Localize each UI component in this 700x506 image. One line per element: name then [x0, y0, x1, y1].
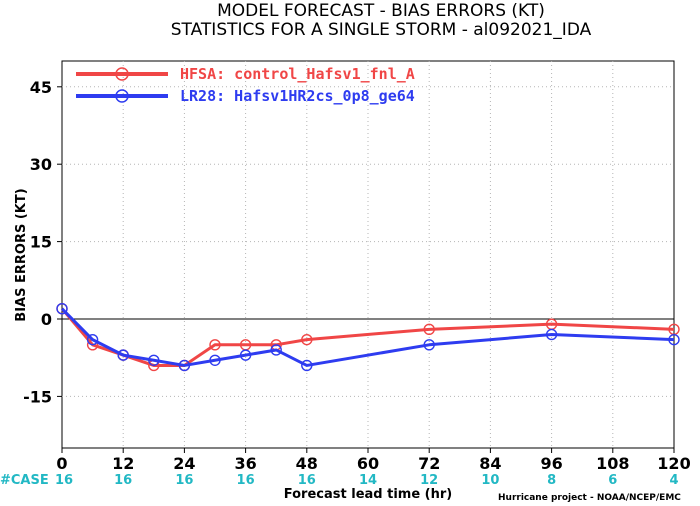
x-tick-label: 36	[234, 454, 256, 473]
y-tick-label: 45	[30, 78, 52, 97]
series-1	[56, 302, 680, 372]
data-point	[270, 344, 282, 356]
data-point	[301, 333, 313, 346]
y-tick-label: -15	[23, 387, 52, 406]
chart-title-line1: MODEL FORECAST - BIAS ERRORS (KT)	[217, 1, 545, 21]
y-tick-label: 30	[30, 155, 52, 174]
data-point	[209, 339, 221, 351]
y-tick-label: 0	[41, 310, 52, 329]
data-point	[117, 349, 129, 361]
x-tick-label: 48	[296, 454, 318, 473]
x-tick-label: 12	[112, 454, 134, 473]
credit-text: Hurricane project - NOAA/NCEP/EMC	[498, 493, 681, 503]
data-point	[178, 359, 191, 372]
case-count: 8	[547, 473, 556, 488]
y-tick-label: 15	[30, 233, 52, 252]
case-count: 16	[175, 473, 193, 488]
data-point	[668, 333, 680, 346]
x-tick-label: 0	[56, 454, 67, 473]
legend-marker	[115, 89, 129, 103]
case-count: 16	[55, 473, 73, 488]
series-layer	[56, 302, 680, 372]
x-tick-label: 108	[596, 454, 629, 473]
data-point	[86, 333, 99, 346]
case-label: #CASE	[0, 473, 49, 488]
data-point	[209, 354, 221, 366]
x-tick-label: 84	[479, 454, 501, 473]
data-point	[301, 359, 313, 372]
x-tick-labels: 0 12 24 36 48 60 72 84 96 108 120	[56, 448, 691, 473]
series-line	[60, 307, 675, 367]
case-count: 4	[669, 473, 678, 488]
case-count-row: #CASE 16 16 16 16 16 14 12 10 8 6 4	[0, 473, 679, 488]
case-count: 10	[481, 473, 499, 488]
data-point	[148, 354, 160, 366]
case-count: 16	[298, 473, 316, 488]
legend-label: HFSA: control_Hafsv1_fnl_A	[180, 65, 415, 83]
x-tick-label: 72	[418, 454, 440, 473]
legend-label: LR28: Hafsv1HR2cs_0p8_ge64	[180, 87, 415, 105]
x-tick-label: 60	[357, 454, 379, 473]
data-point	[545, 328, 558, 341]
data-point	[423, 323, 435, 336]
case-count: 16	[237, 473, 255, 488]
x-tick-label: 96	[540, 454, 562, 473]
case-count: 12	[420, 473, 438, 488]
data-point	[239, 349, 252, 361]
y-tick-labels: 45 30 15 0 -15	[23, 78, 62, 406]
data-point	[56, 302, 68, 315]
grid-lines	[62, 61, 674, 448]
x-axis-label: Forecast lead time (hr)	[284, 487, 452, 502]
legend: HFSA: control_Hafsv1_fnl_A LR28: Hafsv1HR…	[76, 65, 415, 105]
case-count: 14	[359, 473, 377, 488]
y-axis-label: BIAS ERRORS (KT)	[14, 188, 29, 321]
case-count: 16	[114, 473, 132, 488]
chart-title-line2: STATISTICS FOR A SINGLE STORM - al092021…	[171, 20, 592, 40]
x-tick-label: 120	[657, 454, 690, 473]
case-count: 6	[608, 473, 617, 488]
x-tick-label: 24	[173, 454, 195, 473]
data-point	[423, 339, 435, 351]
legend-marker	[115, 67, 129, 81]
